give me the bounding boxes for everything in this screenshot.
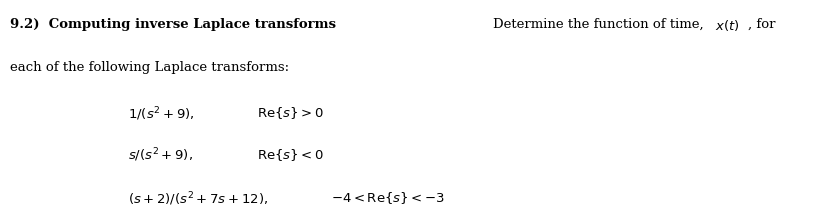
Text: $x(t)$: $x(t)$ [714, 18, 739, 32]
Text: $s/(s^2 + 9),\quad$: $s/(s^2 + 9),\quad$ [128, 147, 194, 164]
Text: , for: , for [747, 18, 774, 30]
Text: Determine the function of time,: Determine the function of time, [492, 18, 707, 30]
Text: 9.2)  Computing inverse Laplace transforms: 9.2) Computing inverse Laplace transform… [10, 18, 336, 30]
Text: $-4 < \mathrm{Re}\{s\} < -3$: $-4 < \mathrm{Re}\{s\} < -3$ [331, 191, 444, 207]
Text: each of the following Laplace transforms:: each of the following Laplace transforms… [10, 61, 289, 74]
Text: $(s + 2)/(s^2 + 7s + 12),\quad$: $(s + 2)/(s^2 + 7s + 12),\quad$ [128, 191, 268, 208]
Text: $\mathrm{Re}\{s\} > 0$: $\mathrm{Re}\{s\} > 0$ [256, 105, 323, 121]
Text: $\mathrm{Re}\{s\} < 0$: $\mathrm{Re}\{s\} < 0$ [256, 147, 323, 163]
Text: $1/(s^2 + 9),\quad$: $1/(s^2 + 9),\quad$ [128, 105, 194, 123]
